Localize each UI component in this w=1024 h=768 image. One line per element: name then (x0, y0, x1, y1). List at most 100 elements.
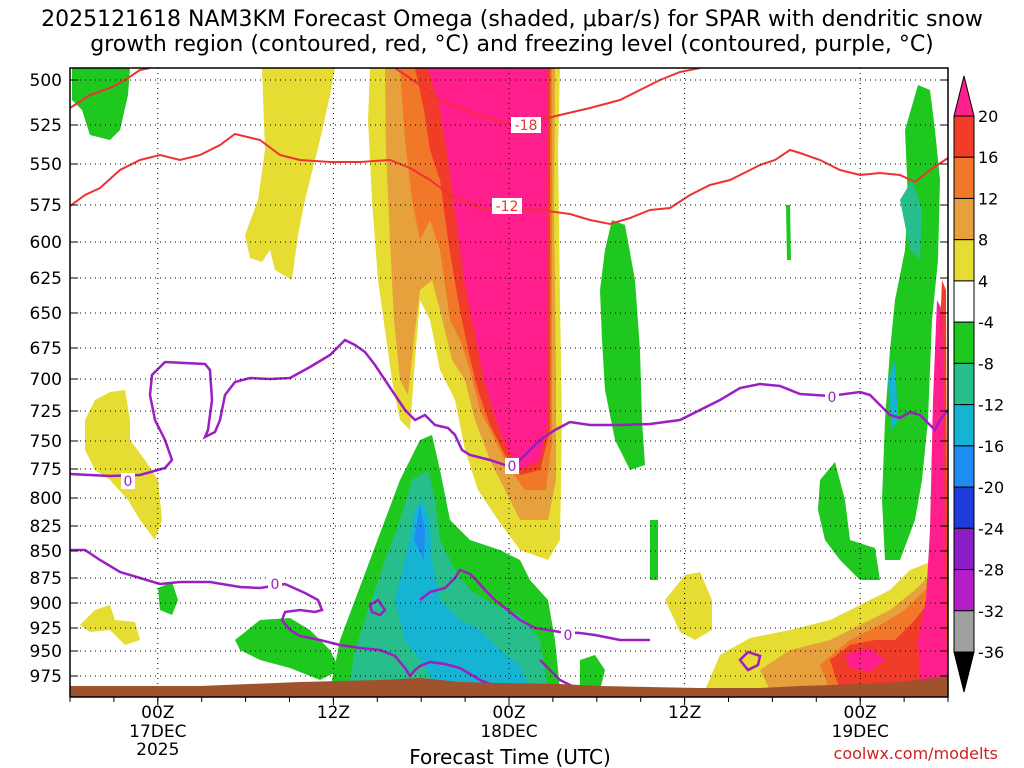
y-tick-label: 800 (30, 489, 62, 509)
colorbar-swatch (953, 404, 975, 447)
credit-link[interactable]: coolwx.com/modelts (833, 744, 998, 763)
omega-shade-sink-cyan (395, 500, 530, 690)
omega-shade-right-green2 (818, 462, 880, 580)
colorbar-label: 16 (978, 148, 998, 167)
omega-shade-mid-green (580, 520, 658, 690)
contour-label-zero: 0 (564, 628, 573, 644)
y-tick-label: 575 (30, 196, 62, 216)
dgz-contour-minus18 (70, 68, 701, 127)
y-tick-label: 950 (30, 642, 62, 662)
chart-title-line2: growth region (contoured, red, °C) and f… (90, 32, 934, 57)
x-axis-title: Forecast Time (UTC) (409, 745, 611, 768)
omega-shade-sink-lowleft (235, 618, 340, 680)
colorbar-swatch (953, 362, 975, 406)
omega-shading (72, 68, 948, 690)
contour-label-bg (561, 627, 575, 643)
y-tick-label: 525 (30, 116, 62, 136)
y-tick-label: 675 (30, 339, 62, 359)
contour-label-bg (511, 117, 541, 133)
terrain (70, 676, 948, 697)
contour-label-zero: 0 (828, 390, 837, 406)
colorbar-swatch (953, 197, 975, 241)
y-tick-label: 825 (30, 517, 62, 537)
omega-shade-sink-teal (348, 470, 548, 690)
freezing-level-lower (70, 548, 762, 692)
contour-label-zero: 0 (124, 474, 133, 490)
colorbar-swatch (953, 156, 975, 199)
contour-label-minus12: -12 (496, 199, 519, 215)
contour-labels: -18 -12 0 0 0 0 0 (121, 117, 839, 644)
colorbar-label: -4 (978, 313, 994, 332)
x-tick-label: 00Z (844, 703, 877, 723)
y-tick-label: 850 (30, 542, 62, 562)
x-tick-year: 2025 (136, 740, 179, 760)
x-tick-sublabel: 19DEC (832, 722, 889, 742)
contour-label-bg (492, 198, 522, 214)
colorbar-swatch (953, 445, 975, 488)
colorbar-swatch (953, 115, 975, 158)
colorbar-swatch (953, 486, 975, 529)
colorbar-swatch (953, 569, 975, 612)
contour-label-bg (121, 473, 135, 489)
omega-shade-right-teal (900, 180, 922, 260)
x-tick-label: 12Z (317, 703, 350, 723)
omega-shade-core-magenta (428, 68, 548, 470)
colorbar-label: -8 (978, 354, 994, 373)
contour-label-zero: 0 (508, 459, 517, 475)
omega-shade-left-green (158, 582, 178, 615)
dgz-contour-minus12 (70, 132, 948, 226)
y-tick-label: 775 (30, 460, 62, 480)
colorbar-swatch (953, 610, 975, 653)
contour-label-bg (505, 458, 519, 474)
colorbar-swatch (953, 239, 975, 282)
y-tick-label: 725 (30, 402, 62, 422)
contour-label-bg (268, 576, 282, 592)
colorbar-swatch (953, 321, 975, 364)
y-tick-label: 600 (30, 233, 62, 253)
omega-shade-weak-sink-2 (72, 68, 130, 140)
y-tick-label: 900 (30, 594, 62, 614)
x-tick-sublabel: 18DEC (480, 722, 537, 742)
omega-shade-left-yellow (85, 390, 162, 540)
omega-shade-mid-yellow (665, 572, 712, 640)
colorbar-label: -32 (978, 602, 1004, 621)
contour-label-zero: 0 (271, 577, 280, 593)
x-tick-sublabel: 17DEC (129, 722, 186, 742)
y-tick-label: 700 (30, 370, 62, 390)
x-tick-label: 12Z (668, 703, 701, 723)
colorbar-label: 20 (978, 107, 998, 126)
contour-label-minus18: -18 (515, 118, 538, 134)
colorbar-label: 8 (978, 231, 988, 250)
omega-shade-lowright-magenta (845, 300, 948, 690)
omega-shade-right-green3 (786, 205, 791, 260)
chart-title-line1: 2025121618 NAM3KM Forecast Omega (shaded… (41, 7, 983, 32)
colorbar-label: -16 (978, 437, 1004, 456)
colorbar-swatch (953, 527, 975, 571)
freezing-level-upper (70, 338, 948, 478)
colorbar-top-cap (953, 75, 975, 117)
y-tick-label: 650 (30, 304, 62, 324)
colorbar-label: 4 (978, 272, 988, 291)
x-tick-label: 00Z (492, 703, 525, 723)
colorbar-label: -28 (978, 561, 1004, 580)
omega-shade-left-yellow2 (80, 605, 140, 645)
omega-shade-weak-rise-1 (245, 68, 335, 280)
colorbar-label: -20 (978, 478, 1004, 497)
colorbar-label: -36 (978, 643, 1004, 662)
omega-shade-weak-sink-1 (600, 220, 645, 470)
x-tick-label: 00Z (141, 703, 174, 723)
y-tick-label: 550 (30, 155, 62, 175)
omega-shade-sink-blue (414, 505, 425, 560)
colorbar-label: 12 (978, 189, 998, 208)
y-tick-label: 625 (30, 269, 62, 289)
y-tick-label: 500 (30, 71, 62, 91)
y-tick-label: 925 (30, 619, 62, 639)
colorbar-swatch (953, 280, 975, 323)
contour-label-bg (825, 389, 839, 405)
y-tick-label: 750 (30, 432, 62, 452)
omega-shade-right-cyan (888, 360, 898, 430)
y-tick-label: 875 (30, 569, 62, 589)
y-axis: 500 525 550 575 600 625 650 675 700 725 750 775 800 8… (30, 71, 948, 687)
